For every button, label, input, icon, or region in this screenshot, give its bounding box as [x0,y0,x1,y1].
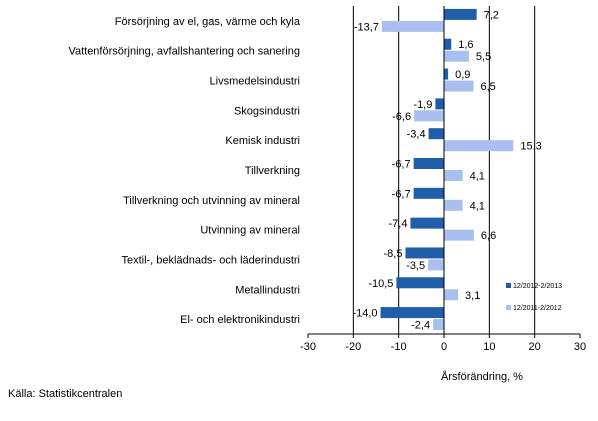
bar [444,170,463,181]
data-label: 5,5 [476,51,491,63]
bar [444,199,463,211]
bar [444,50,469,62]
category-label: El- och elektronikindustri [180,314,300,326]
x-tick-label: 20 [529,341,541,353]
data-label: 7,2 [484,9,499,21]
data-label: 6,5 [480,81,495,93]
bar [396,277,444,289]
data-label: -8,5 [383,248,402,260]
category-labels: Försörjning av el, gas, värme och kyla Va… [68,16,300,326]
category-label: Utvinning av mineral [200,225,300,237]
legend-swatch [506,283,511,288]
category-label: Livsmedelsindustri [210,76,300,88]
bar [444,289,459,301]
data-label: -3,5 [406,260,425,272]
data-label: -6,7 [392,159,411,171]
value-labels: 7,2 -13,7 1,65,5 0,9 6,5 -1,9-6,6 -3,4 15,3 -6,7… [352,9,541,331]
data-label: -10,5 [368,278,393,290]
bar [444,8,477,20]
bar [381,20,444,32]
data-label: 4,1 [470,171,485,183]
legend: 12/2012-2/2013 12/2011-2/2012 [506,283,562,312]
category-label: Tillverkning [245,165,300,177]
bar [428,259,444,271]
category-label: Skogsindustri [234,105,300,117]
category-label: Försörjning av el, gas, värme och kyla [115,16,301,28]
data-label: -6,7 [392,188,411,200]
data-label: 0,9 [455,69,470,81]
bars [380,6,514,334]
data-label: -1,9 [413,99,432,111]
data-label: -13,7 [354,21,379,33]
bar [444,140,514,152]
category-label: Textil-, beklädnads- och läderindustri [121,254,300,266]
data-label: -6,6 [392,111,411,123]
data-label: 1,6 [458,39,473,51]
x-tick-label: 0 [441,341,447,353]
x-tick-label: -30 [300,341,316,353]
bar [435,98,444,110]
data-label: -2,4 [411,320,430,332]
bar [405,247,444,259]
x-tick-label: -20 [345,341,361,353]
bar [433,319,444,331]
source-note: Källa: Statistikcentralen [8,388,123,400]
x-tick-label: 10 [483,341,495,353]
bar [444,38,452,50]
bar [410,217,444,229]
data-label: -14,0 [352,308,377,320]
bar [413,187,444,199]
bar [414,110,444,122]
legend-label: 12/2012-2/2013 [513,283,562,290]
category-label: Kemisk industri [225,135,300,147]
category-label: Metallindustri [235,284,300,296]
category-label: Tillverkning och utvinning av mineral [123,195,300,207]
data-label: 4,1 [470,200,485,212]
category-label: Vattenförsörjning, avfallshantering och … [68,46,300,58]
bar [428,128,444,140]
bar [380,307,444,319]
x-tick-label: -10 [391,341,407,353]
bar [444,229,474,241]
x-tick-label: 30 [574,341,586,353]
data-label: -7,4 [388,218,407,230]
legend-label: 12/2011-2/2012 [513,305,562,312]
legend-swatch [506,305,511,310]
data-label: 6,6 [481,230,496,242]
x-axis-title: Årsförändring, % [441,370,523,383]
data-label: 15,3 [520,141,541,153]
bar [413,158,444,169]
x-axis: -30 -20 -10 0 10 20 30 [300,333,586,353]
data-label: 3,1 [465,290,480,302]
bar [444,68,449,80]
data-label: -3,4 [407,129,426,141]
bar [444,80,474,92]
